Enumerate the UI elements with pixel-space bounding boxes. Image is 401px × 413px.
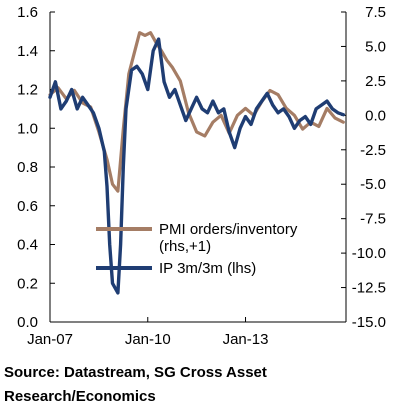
source-note: Source: Datastream, SG Cross Asset Resea… bbox=[4, 364, 267, 405]
left-tick-label: 0.4 bbox=[17, 237, 38, 254]
left-tick-label: 0.0 bbox=[17, 314, 38, 331]
left-tick-label: 1.6 bbox=[17, 4, 38, 21]
right-tick-label: 7.5 bbox=[365, 4, 386, 21]
left-tick-label: 1.4 bbox=[17, 43, 38, 60]
legend-label-pmi-line2: (rhs,+1) bbox=[159, 238, 211, 255]
x-axis: Jan-07 Jan-10 Jan-13 bbox=[27, 317, 346, 348]
legend: PMI orders/inventory(rhs,+1) IP 3m/3m (lh… bbox=[96, 221, 298, 277]
legend-label-ip: IP 3m/3m (lhs) bbox=[159, 260, 256, 277]
left-tick-label: 0.8 bbox=[17, 159, 38, 176]
legend-label-pmi: PMI orders/inventory bbox=[159, 221, 298, 238]
right-tick-label: -7.5 bbox=[360, 211, 386, 228]
right-tick-label: -2.5 bbox=[360, 142, 386, 159]
left-tick-label: 0.2 bbox=[17, 275, 38, 292]
right-axis: 7.5 5.0 2.5 0.0 -2.5 -5.0 -7.5 -10.0 -12.5 -15.0 bbox=[341, 4, 386, 331]
right-tick-label: -5.0 bbox=[360, 176, 386, 193]
series-line-ip-3m3m bbox=[48, 37, 345, 295]
right-tick-label: -10.0 bbox=[352, 245, 386, 262]
left-tick-label: 1.0 bbox=[17, 120, 38, 137]
right-tick-label: 5.0 bbox=[365, 38, 386, 55]
right-tick-label: -15.0 bbox=[352, 314, 386, 331]
x-tick-label: Jan-13 bbox=[223, 331, 269, 348]
left-tick-label: 0.6 bbox=[17, 198, 38, 215]
x-tick-label: Jan-07 bbox=[27, 331, 73, 348]
chart: 0.0 0.2 0.4 0.6 0.8 1.0 1.2 1.4 1.6 7.5 5.0 2.5 0.0… bbox=[17, 4, 386, 348]
x-tick-label: Jan-10 bbox=[125, 331, 171, 348]
left-axis: 0.0 0.2 0.4 0.6 0.8 1.0 1.2 1.4 1.6 bbox=[17, 4, 55, 331]
right-tick-label: 2.5 bbox=[365, 73, 386, 90]
series-layer bbox=[48, 31, 345, 295]
right-tick-label: -12.5 bbox=[352, 280, 386, 297]
left-tick-label: 1.2 bbox=[17, 82, 38, 99]
right-tick-label: 0.0 bbox=[365, 107, 386, 124]
